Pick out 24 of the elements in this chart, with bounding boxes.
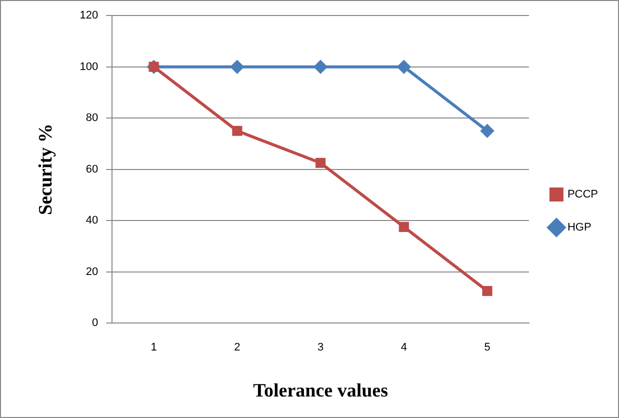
point: [480, 124, 494, 138]
x-tick-label: 1: [150, 342, 157, 354]
y-tick-label: 80: [86, 112, 98, 124]
point: [314, 60, 328, 74]
y-tick-label: 0: [92, 317, 98, 330]
point: [397, 60, 410, 74]
y-axis-title: Security %: [35, 124, 56, 215]
legend-label: HGP: [567, 222, 592, 234]
y-tick-label: 40: [86, 214, 98, 227]
point: [230, 60, 244, 74]
y-tick-label: 100: [80, 60, 98, 73]
point: [398, 222, 409, 232]
point: [316, 158, 326, 168]
x-tick-label: 2: [234, 342, 240, 354]
x-tick-label: 3: [317, 342, 324, 354]
x-tick-label: 5: [484, 342, 490, 354]
legend-label: PCCP: [567, 188, 598, 201]
point: [232, 126, 242, 136]
point: [482, 286, 492, 296]
y-tick-label: 120: [80, 10, 98, 22]
x-axis-title: Tolerance values: [253, 380, 388, 402]
y-tick-label: 60: [86, 163, 98, 176]
y-tick-label: 20: [86, 266, 98, 278]
x-tick-label: 4: [400, 342, 407, 354]
